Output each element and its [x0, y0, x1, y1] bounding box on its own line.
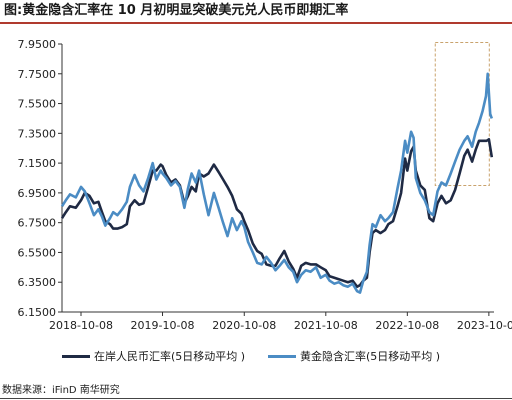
bottom-rule — [0, 398, 512, 399]
x-tick-label: 2021-10-08 — [294, 319, 358, 332]
x-tick-label: 2023-10-08 — [457, 319, 512, 332]
legend-swatch-gold-implied — [268, 354, 296, 358]
y-tick-label: 6.7500 — [18, 217, 57, 230]
chart-title: 图:黄金隐含汇率在 10 月初明显突破美元兑人民币即期汇率 — [4, 3, 349, 18]
legend: 在岸人民币汇率(5日移动平均 ) 黄金隐含汇率(5日移动平均 ) — [0, 346, 512, 366]
y-tick-label: 6.3500 — [18, 276, 57, 289]
y-tick-label: 7.7500 — [18, 68, 57, 81]
title-rule — [0, 22, 512, 24]
series-line-gold-implied-rate — [60, 72, 494, 294]
y-tick-label: 6.5500 — [18, 246, 57, 259]
x-tick-label: 2019-10-08 — [131, 319, 195, 332]
axes: 6.1500 6.3500 6.5500 6.7500 6.9500 7.1500 7.35… — [18, 38, 512, 332]
y-tick-label: 6.1500 — [18, 306, 57, 319]
x-tick-label: 2022-10-08 — [375, 319, 439, 332]
legend-label-onshore: 在岸人民币汇率(5日移动平均 ) — [94, 350, 246, 363]
y-tick-label: 7.5500 — [18, 98, 57, 111]
legend-item-onshore: 在岸人民币汇率(5日移动平均 ) — [62, 346, 245, 366]
y-tick-label: 7.3500 — [18, 127, 57, 140]
legend-swatch-onshore — [62, 354, 90, 358]
series-line-onshore-rate — [60, 138, 494, 288]
x-tick-label: 2018-10-08 — [49, 319, 113, 332]
y-tick-label: 7.1500 — [18, 157, 57, 170]
source-note: 数据来源：iFinD 南华研究 — [2, 385, 120, 396]
y-tick-label: 6.9500 — [18, 187, 57, 200]
y-tick-label: 7.9500 — [18, 38, 57, 51]
legend-label-gold-implied: 黄金隐含汇率(5日移动平均 ) — [300, 350, 441, 363]
line-chart: 6.1500 6.3500 6.5500 6.7500 6.9500 7.1500 7.35… — [18, 38, 512, 332]
x-tick-label: 2020-10-08 — [212, 319, 276, 332]
legend-item-gold-implied: 黄金隐含汇率(5日移动平均 ) — [268, 346, 440, 366]
series-lines — [60, 72, 494, 294]
